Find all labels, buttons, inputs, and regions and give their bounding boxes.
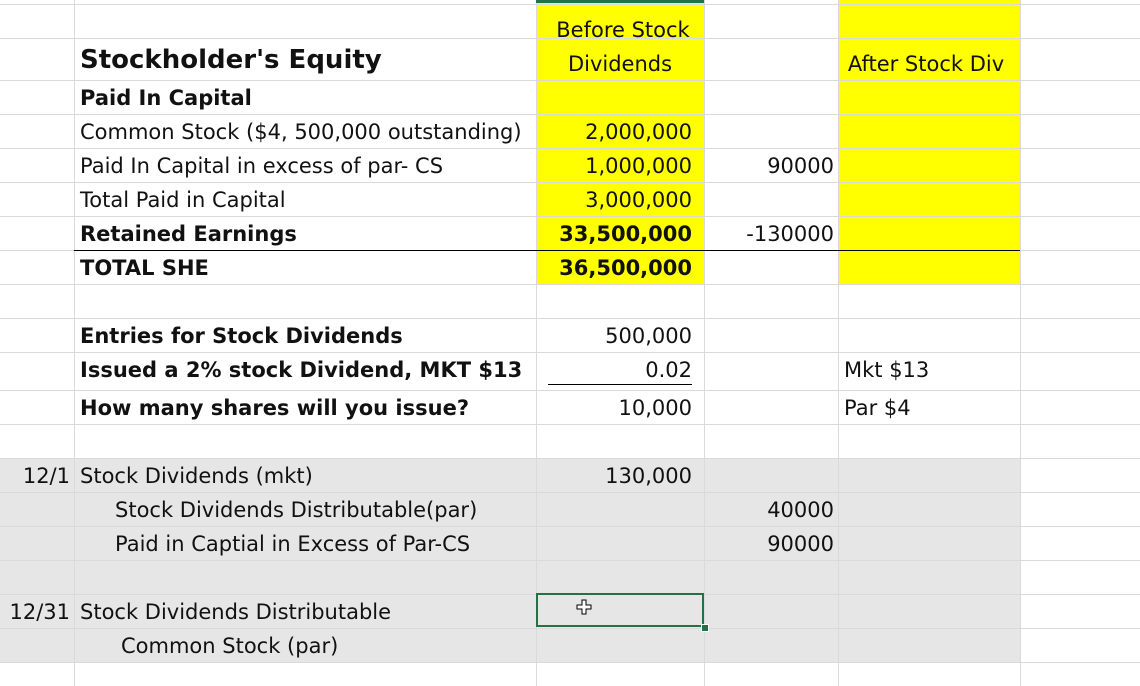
- entries-header-label[interactable]: Entries for Stock Dividends: [80, 324, 403, 348]
- paid-in-capital-heading[interactable]: Paid In Capital: [80, 86, 252, 110]
- after-column-highlight: [838, 0, 1020, 284]
- before-header-line2[interactable]: Dividends: [567, 52, 673, 76]
- retained-earnings-change[interactable]: -130000: [746, 222, 834, 246]
- entry1-credit1-label[interactable]: Stock Dividends Distributable(par): [115, 498, 478, 522]
- issued-label[interactable]: Issued a 2% stock Dividend, MKT $13: [80, 358, 523, 382]
- column-selection-indicator: [536, 0, 704, 3]
- how-many-note[interactable]: Par $4: [844, 396, 911, 420]
- total-pic-before[interactable]: 3,000,000: [585, 188, 692, 212]
- entry2-date[interactable]: 12/31: [9, 600, 70, 624]
- active-cell[interactable]: [536, 593, 704, 627]
- entry1-debit-amount[interactable]: 130,000: [605, 464, 692, 488]
- retained-earnings-label[interactable]: Retained Earnings: [80, 222, 297, 246]
- before-header-line1[interactable]: Before Stock: [556, 18, 690, 42]
- total-pic-label[interactable]: Total Paid in Capital: [80, 188, 286, 212]
- how-many-value[interactable]: 10,000: [618, 396, 692, 420]
- pic-excess-label[interactable]: Paid In Capital in excess of par- CS: [80, 154, 444, 178]
- pic-excess-change[interactable]: 90000: [767, 154, 834, 178]
- entry1-credit2-amount[interactable]: 90000: [767, 532, 834, 556]
- issued-note[interactable]: Mkt $13: [844, 358, 930, 382]
- sheet-title[interactable]: Stockholder's Equity: [80, 45, 382, 75]
- before-column-highlight: [536, 0, 704, 284]
- total-border-line: [74, 250, 1020, 251]
- entry1-credit2-label[interactable]: Paid in Captial in Excess of Par-CS: [115, 532, 471, 556]
- how-many-label[interactable]: How many shares will you issue?: [80, 396, 470, 420]
- entry1-debit-label[interactable]: Stock Dividends (mkt): [80, 464, 313, 488]
- entries-header-value[interactable]: 500,000: [605, 324, 692, 348]
- pic-excess-before[interactable]: 1,000,000: [585, 154, 692, 178]
- total-she-before[interactable]: 36,500,000: [559, 256, 692, 280]
- entry2-credit-label[interactable]: Common Stock (par): [121, 634, 339, 658]
- common-stock-label[interactable]: Common Stock ($4, 500,000 outstanding): [80, 120, 522, 144]
- after-header[interactable]: After Stock Div: [847, 52, 1005, 76]
- total-she-label[interactable]: TOTAL SHE: [80, 256, 209, 280]
- multiply-underline: [548, 384, 692, 385]
- retained-earnings-before[interactable]: 33,500,000: [559, 222, 692, 246]
- common-stock-before[interactable]: 2,000,000: [585, 120, 692, 144]
- entry2-debit-label[interactable]: Stock Dividends Distributable: [80, 600, 392, 624]
- entry1-credit1-amount[interactable]: 40000: [767, 498, 834, 522]
- issued-value[interactable]: 0.02: [645, 358, 692, 382]
- entry1-date[interactable]: 12/1: [22, 464, 70, 488]
- plus-cursor-icon: [576, 599, 592, 615]
- fill-handle[interactable]: [701, 624, 709, 632]
